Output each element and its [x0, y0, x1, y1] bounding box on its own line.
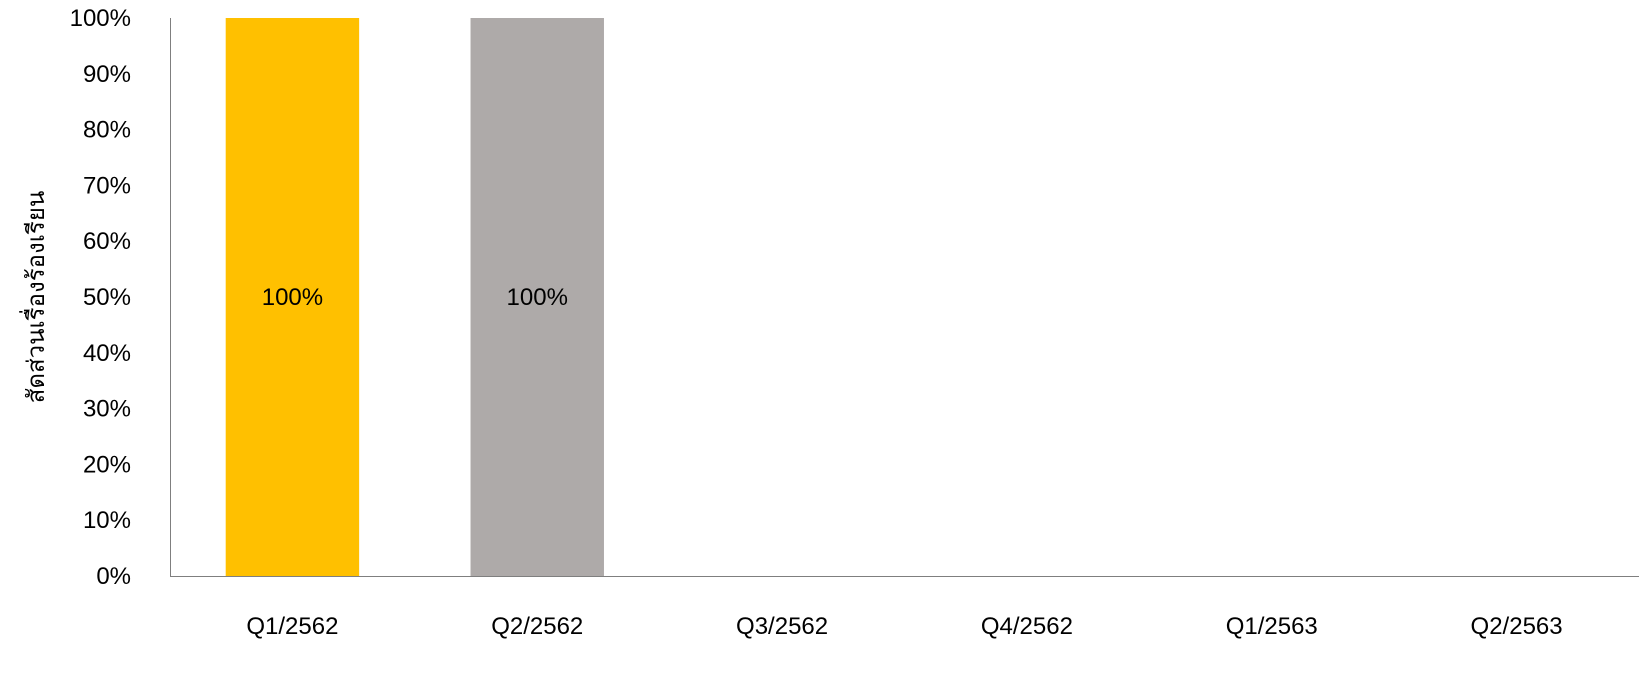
bars-group [225, 18, 604, 576]
x-tick-labels-group: Q1/2562 Q2/2562 Q3/2562 Q4/2562 Q1/2563 Q2/25… [246, 613, 1562, 640]
y-tick-label: 100% [70, 5, 131, 32]
y-tick-label: 0% [96, 563, 131, 590]
y-tick-label: 40% [83, 340, 131, 367]
y-tick-label: 90% [83, 61, 131, 88]
x-tick-label: Q1/2563 [1226, 613, 1318, 640]
y-tick-label: 70% [83, 172, 131, 199]
bar [470, 18, 604, 576]
y-tick-label: 10% [83, 507, 131, 534]
y-tick-label: 30% [83, 396, 131, 423]
y-tick-label: 20% [83, 451, 131, 478]
bar [225, 18, 360, 576]
x-tick-label: Q2/2563 [1471, 613, 1563, 640]
y-tick-label: 60% [83, 228, 131, 255]
y-axis-title-group: สัดส่วนเรื่องร้องเรียน [19, 191, 50, 404]
bar-data-label: 100% [507, 284, 568, 311]
x-tick-label: Q3/2562 [736, 613, 828, 640]
bar-data-label: 100% [262, 284, 323, 311]
data-labels-group: 100% 100% [262, 284, 568, 311]
x-tick-label: Q1/2562 [246, 613, 338, 640]
y-tick-label: 50% [83, 284, 131, 311]
y-tick-label: 80% [83, 117, 131, 144]
y-tick-labels-group: 0% 10% 20% 30% 40% 50% 60% 70% 80% 90% 100% [70, 5, 131, 590]
x-tick-label: Q2/2562 [491, 613, 583, 640]
y-axis-title: สัดส่วนเรื่องร้องเรียน [19, 191, 50, 404]
x-tick-label: Q4/2562 [981, 613, 1073, 640]
